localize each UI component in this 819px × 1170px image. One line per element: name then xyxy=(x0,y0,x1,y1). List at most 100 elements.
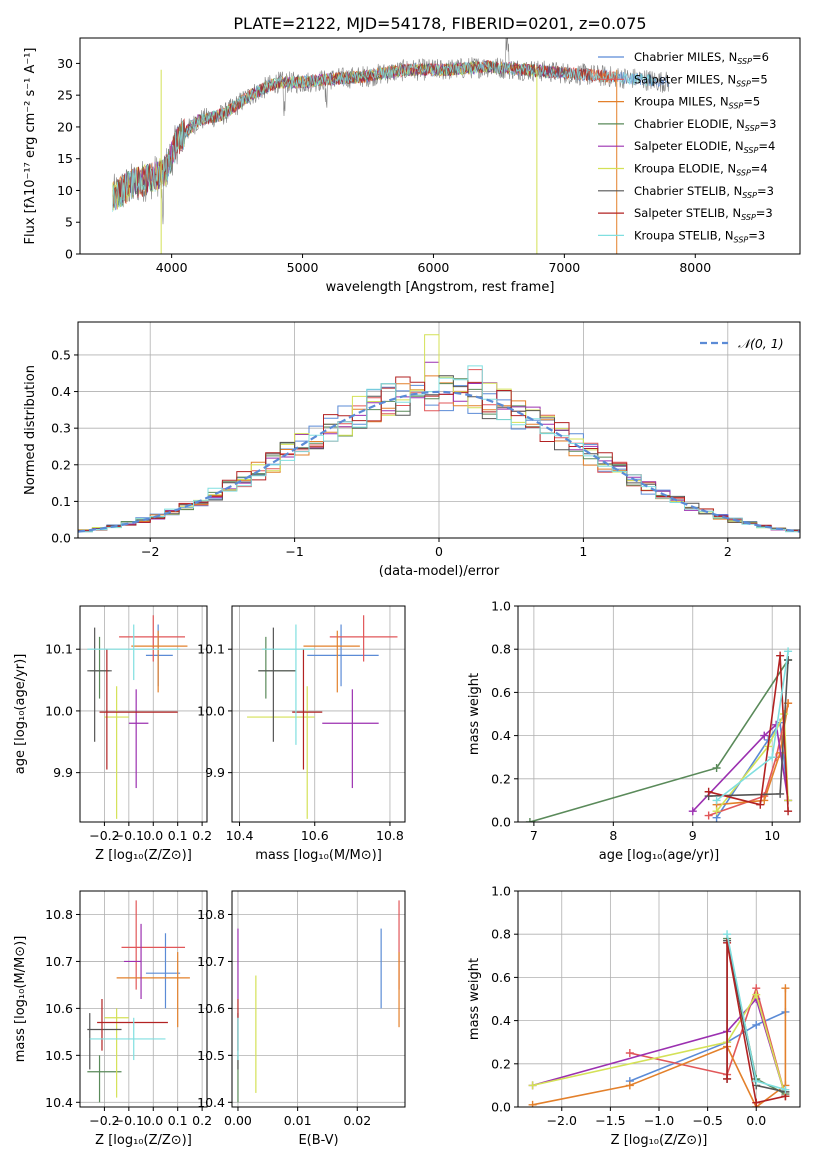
errorbar-2 xyxy=(131,630,188,693)
errorbar-5 xyxy=(104,686,129,819)
errorbar-7 xyxy=(292,649,323,770)
x-tick-label: 4000 xyxy=(156,260,188,275)
errorbar-6 xyxy=(87,1013,122,1070)
errorbar-2 xyxy=(303,630,360,693)
y-tick-label: 10.4 xyxy=(197,1095,225,1110)
x-tick-label: 6000 xyxy=(418,260,450,275)
y-tick-label: 25 xyxy=(57,88,73,103)
axes-frame xyxy=(231,605,406,823)
model-spectrum-0 xyxy=(112,60,670,209)
y-tick-label: 5 xyxy=(65,215,73,230)
x-tick-label: −0.1 xyxy=(114,828,144,843)
y-axis-label: Normed distribution xyxy=(23,365,38,495)
y-tick-label: 0.0 xyxy=(491,1100,511,1115)
y-axis-label: mass [log₁₀(M/M⊙)] xyxy=(13,936,28,1063)
weight-marker xyxy=(784,807,793,816)
weight-marker xyxy=(776,651,785,660)
y-tick-label: 10.4 xyxy=(45,1095,73,1110)
axes-frame xyxy=(79,605,208,823)
weight-marker xyxy=(712,764,721,772)
x-tick-label: 1 xyxy=(579,544,587,559)
x-tick-label: −2.0 xyxy=(547,1113,577,1128)
errorbar-6 xyxy=(87,627,112,742)
x-tick-label: 0.0 xyxy=(143,1113,163,1128)
y-tick-label: 0.6 xyxy=(491,970,511,985)
y-axis-label: Flux [fλ10⁻¹⁷ erg cm⁻² s⁻¹ A⁻¹] xyxy=(23,48,38,245)
weight-marker xyxy=(752,1098,761,1107)
y-tick-label: 0.2 xyxy=(491,771,511,786)
y-tick-label: 0.0 xyxy=(491,815,511,830)
histogram-panel: −2 −1 0 1 2 0.0 0.1 0.2 0.3 0.4 0.5 (data-model)/er… xyxy=(23,321,801,579)
x-tick-label: 0.02 xyxy=(343,1113,371,1128)
weight-series-2 xyxy=(532,988,787,1107)
x-tick-label: 0.1 xyxy=(168,1113,188,1128)
y-tick-label: 30 xyxy=(57,56,73,71)
weight-marker xyxy=(784,656,793,664)
weight-marker xyxy=(776,789,785,798)
y-axis-label: age [log₁₀(age/yr)] xyxy=(13,654,28,775)
x-tick-label: 5000 xyxy=(287,260,319,275)
panels: 4000 5000 6000 7000 8000051015202530waveleng… xyxy=(13,37,801,1148)
y-tick-label: 0.5 xyxy=(51,347,71,362)
x-tick-label: 0.2 xyxy=(192,828,212,843)
weight-series-7 xyxy=(708,655,789,812)
x-tick-label: −0.2 xyxy=(89,828,119,843)
x-tick-label: −0.5 xyxy=(692,1113,722,1128)
x-axis-label: age [log₁₀(age/yr)] xyxy=(599,848,720,863)
spectrum-lines xyxy=(112,38,670,254)
errorbar-1 xyxy=(119,615,186,662)
errorbar-4 xyxy=(128,689,149,789)
y-tick-label: 10.7 xyxy=(45,954,73,969)
y-axis-label: mass weight xyxy=(467,673,482,755)
model-spectrum-8 xyxy=(112,60,656,212)
histogram-model-7 xyxy=(78,376,800,532)
y-tick-label: 0.4 xyxy=(51,384,71,399)
errorbar-8 xyxy=(87,624,181,681)
error-bars xyxy=(87,615,188,819)
x-tick-label: 0.0 xyxy=(143,828,163,843)
y-tick-label: 0.3 xyxy=(51,421,71,436)
errorbar-5 xyxy=(247,686,315,819)
weight-marker xyxy=(752,990,761,999)
weight-marker xyxy=(768,753,777,762)
weight-marker xyxy=(704,787,713,796)
weight-series-3 xyxy=(529,659,789,822)
weight-marker xyxy=(784,647,793,656)
x-axis-label: wavelength [Angstrom, rest frame] xyxy=(326,280,555,295)
mass-weight-vs-age-panel: 7 8 9 10 0.0 0.2 0.4 0.6 0.8 1.0 age [log₁₀(age/yr… xyxy=(467,599,801,863)
y-tick-label: 0.4 xyxy=(491,728,511,743)
x-axis-label: E(B-V) xyxy=(298,1133,338,1148)
y-tick-label: 0 xyxy=(65,247,73,262)
errorbar-0 xyxy=(145,624,173,687)
errorbar-4 xyxy=(123,923,142,999)
weight-series-7 xyxy=(726,942,786,1104)
y-tick-label: 0.4 xyxy=(491,1013,511,1028)
x-tick-label: 0.01 xyxy=(284,1113,312,1128)
y-tick-label: 15 xyxy=(57,151,73,166)
weight-marker xyxy=(712,807,721,816)
y-tick-label: 10.6 xyxy=(197,1001,225,1016)
y-tick-label: 10.5 xyxy=(197,1048,225,1063)
weight-marker xyxy=(781,984,790,993)
x-tick-label: 0.0 xyxy=(746,1113,766,1128)
y-tick-label: 10.6 xyxy=(45,1001,73,1016)
x-tick-label: −1.0 xyxy=(644,1113,674,1128)
x-tick-label: 7 xyxy=(530,828,538,843)
y-tick-label: 10.8 xyxy=(45,907,73,922)
legend-entry: Chabrier MILES, NSSP=6 xyxy=(634,50,769,66)
weight-marker xyxy=(528,1100,537,1107)
weight-marker xyxy=(704,811,713,820)
weight-marker xyxy=(760,731,769,740)
x-tick-label: 0.2 xyxy=(192,1113,212,1128)
y-tick-label: 1.0 xyxy=(491,884,511,899)
axes-frame xyxy=(231,890,406,1108)
y-tick-label: 0.8 xyxy=(491,642,511,657)
errorbar-4 xyxy=(322,689,379,789)
age-vs-Z-panel: −0.2−0.1 0.0 0.1 0.2 9.9 10.0 10.1 Z [log₁₀(Z/Z… xyxy=(13,605,212,863)
errorbar-7 xyxy=(97,999,168,1051)
x-tick-label: −1 xyxy=(285,544,303,559)
weight-marker xyxy=(525,818,534,822)
x-tick-label: 8000 xyxy=(679,260,711,275)
legend-entry: Kroupa STELIB, NSSP=3 xyxy=(634,228,765,244)
y-tick-label: 9.9 xyxy=(53,765,73,780)
